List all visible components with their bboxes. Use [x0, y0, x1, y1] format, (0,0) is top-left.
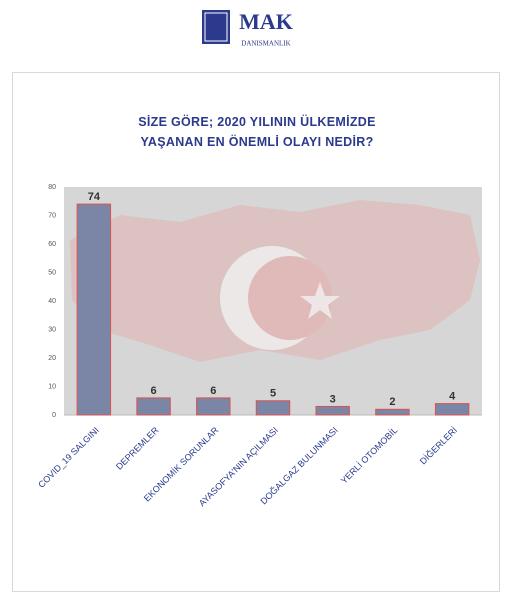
y-tick-label: 0: [52, 412, 56, 419]
bar: [76, 203, 112, 416]
logo-subtitle: DANISMANLIK: [241, 40, 290, 48]
x-tick-label: YERLİ OTOMOBİL: [339, 425, 400, 486]
bar: [375, 408, 410, 416]
x-tick-label: DİĞERLERİ: [418, 425, 459, 466]
logo-box: [202, 10, 230, 44]
y-tick-label: 20: [48, 355, 56, 362]
value-label: 4: [449, 391, 456, 403]
logo-name: MAK: [239, 9, 293, 34]
bar: [255, 400, 291, 416]
bar: [196, 397, 231, 416]
bar: [315, 405, 350, 416]
x-tick-label: COVID_19 SALGINI: [36, 425, 101, 490]
chart-title: SİZE GÖRE; 2020 YILININ ÜLKEMİZDE YAŞANA…: [138, 115, 376, 149]
crescent-cut: [248, 256, 332, 340]
logo-box-inner: [204, 12, 228, 42]
star: [300, 282, 340, 319]
bar: [136, 397, 171, 416]
value-label: 74: [88, 191, 101, 203]
value-label: 6: [151, 385, 157, 397]
y-tick-label: 40: [48, 298, 56, 305]
chart-panel: [12, 72, 500, 592]
bar: [434, 403, 470, 416]
logo: MAK DANISMANLIK: [202, 9, 293, 48]
y-tick-label: 50: [48, 269, 56, 276]
y-tick-label: 80: [48, 184, 56, 191]
x-tick-label: DEPREMLER: [114, 425, 161, 472]
value-label: 2: [389, 396, 395, 408]
y-tick-label: 70: [48, 212, 56, 219]
value-label: 5: [270, 388, 276, 400]
value-label: 3: [330, 393, 336, 405]
y-tick-label: 10: [48, 383, 56, 390]
value-label: 6: [210, 385, 216, 397]
y-tick-label: 30: [48, 326, 56, 333]
y-tick-label: 60: [48, 241, 56, 248]
